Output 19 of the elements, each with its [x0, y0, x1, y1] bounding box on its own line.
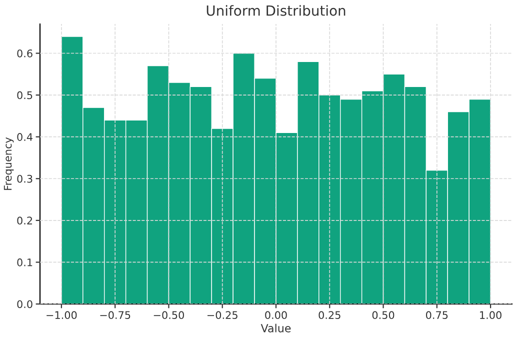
y-tick-label: 0.6: [17, 49, 32, 58]
chart-title: Uniform Distribution: [206, 5, 346, 16]
y-axis-title: Frequency: [4, 137, 14, 190]
x-tick-label: 1.00: [480, 311, 502, 320]
x-tick-label: 0.75: [426, 311, 448, 320]
x-tick-label: −0.25: [208, 311, 238, 320]
y-tick-label: 0.0: [17, 300, 32, 308]
y-tick-label: 0.2: [17, 216, 32, 225]
x-tick-label: 0.50: [372, 311, 394, 320]
y-tick-label: 0.3: [17, 174, 32, 183]
x-tick-label: −0.50: [154, 311, 184, 320]
x-axis-title: Value: [260, 324, 291, 332]
x-tick-label: 0.25: [318, 311, 340, 320]
x-tick-label: 0.00: [265, 311, 287, 320]
y-tick-label: 0.1: [17, 258, 32, 266]
y-tick-label: 0.4: [17, 133, 32, 141]
y-tick-label: 0.5: [17, 91, 32, 100]
x-tick-label: −0.75: [100, 311, 130, 320]
x-tick-label: −1.00: [46, 311, 77, 320]
